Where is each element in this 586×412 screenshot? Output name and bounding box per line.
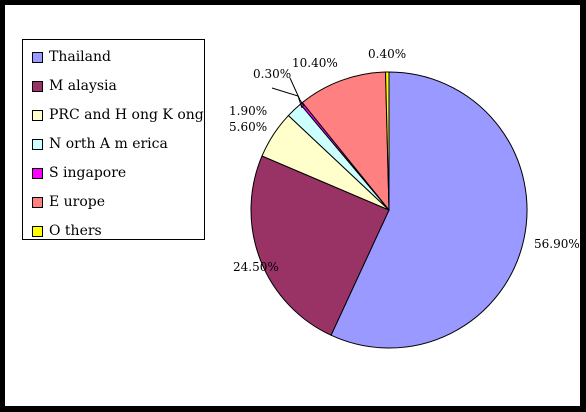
pie-slice-e-urope <box>301 71 390 212</box>
data-label-n-orth-a-m-erica: 1.90% <box>229 104 267 118</box>
data-label-s-ingapore: 0.30% <box>253 67 291 81</box>
pie-slice-o-thers <box>385 71 390 211</box>
legend-label-others: O thers <box>49 223 102 239</box>
legend-swatch-singapore <box>32 167 43 179</box>
legend-item-europe: E urope <box>32 193 105 211</box>
legend-swatch-prc-hong-kong <box>32 109 43 121</box>
data-label-thailand: 56.90% <box>534 237 580 251</box>
chart-legend: Thailand M alaysia PRC and H ong K ong N… <box>22 39 205 240</box>
legend-item-malaysia: M alaysia <box>32 77 117 95</box>
legend-item-thailand: Thailand <box>32 48 111 66</box>
legend-item-singapore: S ingapore <box>32 164 126 182</box>
legend-swatch-north-america <box>32 138 43 150</box>
data-label-prc-and-h-ong-k-ong: 5.60% <box>229 120 267 134</box>
legend-label-prc-hong-kong: PRC and H ong K ong <box>49 107 204 123</box>
pie-slice-m-alaysia <box>250 155 390 336</box>
legend-label-malaysia: M alaysia <box>49 78 117 94</box>
data-label-m-alaysia: 24.50% <box>233 260 279 274</box>
legend-label-singapore: S ingapore <box>49 165 127 181</box>
legend-swatch-malaysia <box>32 80 43 92</box>
data-label-o-thers: 0.40% <box>368 47 406 61</box>
pie-slice-thailand <box>330 71 528 349</box>
leader-line-2 <box>289 77 305 107</box>
legend-swatch-thailand <box>32 51 43 63</box>
legend-swatch-europe <box>32 196 43 208</box>
legend-item-others: O thers <box>32 222 102 240</box>
data-label-e-urope: 10.40% <box>292 56 338 70</box>
legend-label-europe: E urope <box>49 194 106 210</box>
leader-line-1 <box>271 87 303 109</box>
legend-item-prc-hong-kong: PRC and H ong K ong <box>32 106 204 124</box>
legend-swatch-others <box>32 225 43 237</box>
legend-label-north-america: N orth A m erica <box>49 136 168 152</box>
legend-item-north-america: N orth A m erica <box>32 135 168 153</box>
legend-label-thailand: Thailand <box>49 49 111 65</box>
